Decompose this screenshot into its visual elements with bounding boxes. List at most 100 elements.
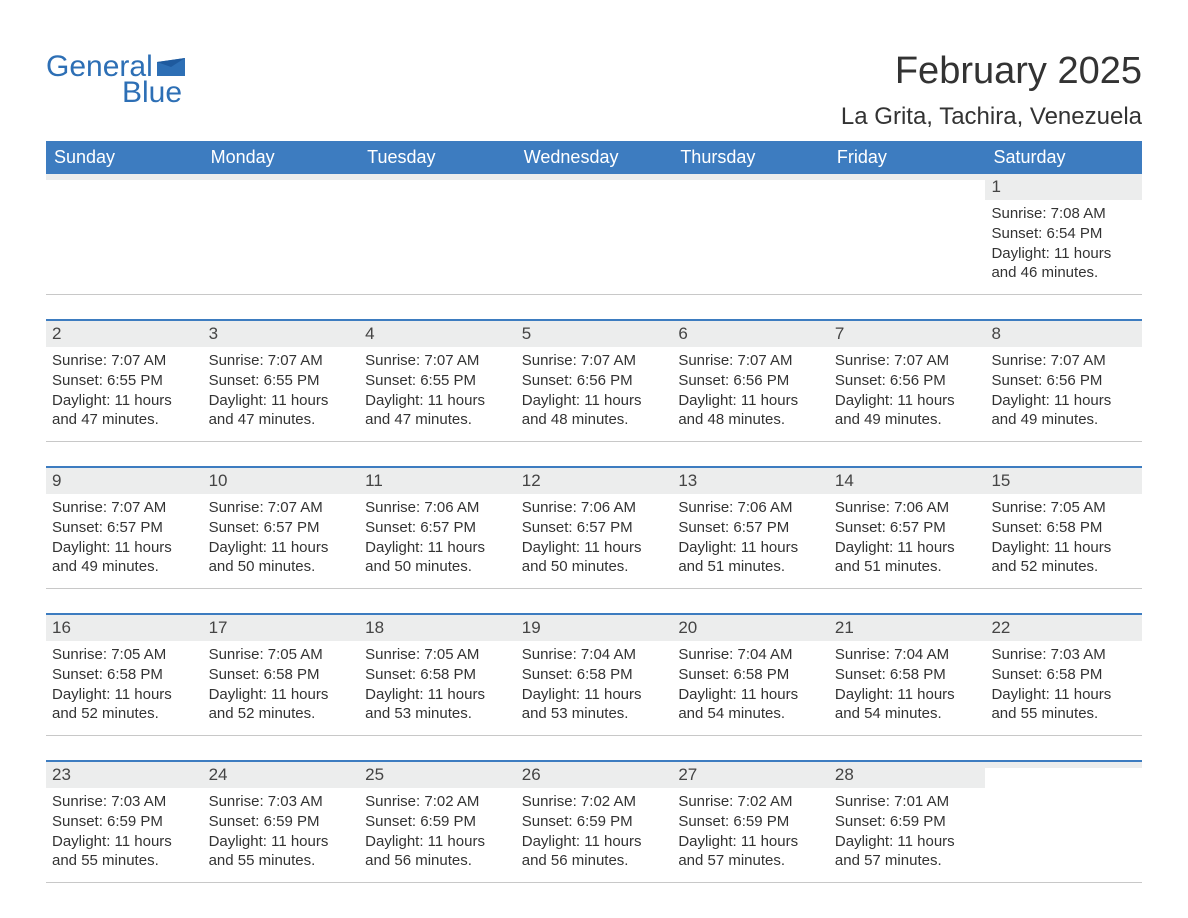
sunrise-text: Sunrise: 7:07 AM	[991, 351, 1136, 371]
day-cell	[359, 174, 516, 294]
sunrise-text: Sunrise: 7:05 AM	[52, 645, 197, 665]
daylight-text: Daylight: 11 hours and 49 minutes.	[991, 391, 1136, 431]
day-cell	[985, 762, 1142, 882]
col-tuesday: Tuesday	[359, 141, 516, 174]
day-cell: 17Sunrise: 7:05 AMSunset: 6:58 PMDayligh…	[203, 615, 360, 735]
day-body: Sunrise: 7:07 AMSunset: 6:57 PMDaylight:…	[46, 494, 203, 583]
sunset-text: Sunset: 6:59 PM	[365, 812, 510, 832]
day-cell: 8Sunrise: 7:07 AMSunset: 6:56 PMDaylight…	[985, 321, 1142, 441]
day-cell: 20Sunrise: 7:04 AMSunset: 6:58 PMDayligh…	[672, 615, 829, 735]
week-row: 23Sunrise: 7:03 AMSunset: 6:59 PMDayligh…	[46, 760, 1142, 883]
sunset-text: Sunset: 6:54 PM	[991, 224, 1136, 244]
week-row: 1Sunrise: 7:08 AMSunset: 6:54 PMDaylight…	[46, 174, 1142, 295]
page-header: General Blue February 2025 La Grita, Tac…	[46, 50, 1142, 131]
day-body: Sunrise: 7:04 AMSunset: 6:58 PMDaylight:…	[672, 641, 829, 730]
daylight-text: Daylight: 11 hours and 51 minutes.	[835, 538, 980, 578]
day-body: Sunrise: 7:07 AMSunset: 6:56 PMDaylight:…	[672, 347, 829, 436]
day-number: 20	[672, 615, 829, 641]
day-number: 12	[516, 468, 673, 494]
week-row: 9Sunrise: 7:07 AMSunset: 6:57 PMDaylight…	[46, 466, 1142, 589]
daylight-text: Daylight: 11 hours and 48 minutes.	[678, 391, 823, 431]
sunrise-text: Sunrise: 7:04 AM	[835, 645, 980, 665]
col-monday: Monday	[203, 141, 360, 174]
day-body: Sunrise: 7:07 AMSunset: 6:55 PMDaylight:…	[46, 347, 203, 436]
day-body: Sunrise: 7:07 AMSunset: 6:55 PMDaylight:…	[203, 347, 360, 436]
sunset-text: Sunset: 6:58 PM	[678, 665, 823, 685]
col-wednesday: Wednesday	[516, 141, 673, 174]
sunrise-text: Sunrise: 7:06 AM	[365, 498, 510, 518]
week-row: 2Sunrise: 7:07 AMSunset: 6:55 PMDaylight…	[46, 319, 1142, 442]
day-body: Sunrise: 7:05 AMSunset: 6:58 PMDaylight:…	[46, 641, 203, 730]
day-body: Sunrise: 7:03 AMSunset: 6:59 PMDaylight:…	[203, 788, 360, 877]
day-cell: 1Sunrise: 7:08 AMSunset: 6:54 PMDaylight…	[985, 174, 1142, 294]
day-body: Sunrise: 7:02 AMSunset: 6:59 PMDaylight:…	[672, 788, 829, 877]
day-body: Sunrise: 7:04 AMSunset: 6:58 PMDaylight:…	[516, 641, 673, 730]
day-body: Sunrise: 7:02 AMSunset: 6:59 PMDaylight:…	[516, 788, 673, 877]
sunrise-text: Sunrise: 7:05 AM	[209, 645, 354, 665]
day-cell: 18Sunrise: 7:05 AMSunset: 6:58 PMDayligh…	[359, 615, 516, 735]
day-cell: 14Sunrise: 7:06 AMSunset: 6:57 PMDayligh…	[829, 468, 986, 588]
day-cell	[672, 174, 829, 294]
day-body: Sunrise: 7:04 AMSunset: 6:58 PMDaylight:…	[829, 641, 986, 730]
sunrise-text: Sunrise: 7:06 AM	[522, 498, 667, 518]
sunset-text: Sunset: 6:55 PM	[52, 371, 197, 391]
col-saturday: Saturday	[985, 141, 1142, 174]
logo: General Blue	[46, 50, 185, 110]
col-thursday: Thursday	[672, 141, 829, 174]
day-number: 3	[203, 321, 360, 347]
day-body: Sunrise: 7:01 AMSunset: 6:59 PMDaylight:…	[829, 788, 986, 877]
day-number: 5	[516, 321, 673, 347]
day-number: 24	[203, 762, 360, 788]
logo-text-blue: Blue	[122, 76, 182, 110]
sunrise-text: Sunrise: 7:07 AM	[52, 351, 197, 371]
daylight-text: Daylight: 11 hours and 56 minutes.	[365, 832, 510, 872]
daylight-text: Daylight: 11 hours and 48 minutes.	[522, 391, 667, 431]
day-body: Sunrise: 7:05 AMSunset: 6:58 PMDaylight:…	[985, 494, 1142, 583]
sunset-text: Sunset: 6:58 PM	[52, 665, 197, 685]
sunset-text: Sunset: 6:55 PM	[365, 371, 510, 391]
daylight-text: Daylight: 11 hours and 49 minutes.	[835, 391, 980, 431]
day-body	[672, 180, 829, 190]
sunset-text: Sunset: 6:55 PM	[209, 371, 354, 391]
day-number: 22	[985, 615, 1142, 641]
day-body	[359, 180, 516, 190]
day-body: Sunrise: 7:08 AMSunset: 6:54 PMDaylight:…	[985, 200, 1142, 289]
day-cell: 11Sunrise: 7:06 AMSunset: 6:57 PMDayligh…	[359, 468, 516, 588]
day-body	[203, 180, 360, 190]
day-body: Sunrise: 7:07 AMSunset: 6:56 PMDaylight:…	[829, 347, 986, 436]
daylight-text: Daylight: 11 hours and 55 minutes.	[52, 832, 197, 872]
daylight-text: Daylight: 11 hours and 57 minutes.	[835, 832, 980, 872]
sunrise-text: Sunrise: 7:03 AM	[991, 645, 1136, 665]
daylight-text: Daylight: 11 hours and 49 minutes.	[52, 538, 197, 578]
sunrise-text: Sunrise: 7:07 AM	[209, 351, 354, 371]
day-body	[829, 180, 986, 190]
sunrise-text: Sunrise: 7:05 AM	[991, 498, 1136, 518]
sunset-text: Sunset: 6:56 PM	[678, 371, 823, 391]
daylight-text: Daylight: 11 hours and 46 minutes.	[991, 244, 1136, 284]
day-cell: 19Sunrise: 7:04 AMSunset: 6:58 PMDayligh…	[516, 615, 673, 735]
sunset-text: Sunset: 6:59 PM	[209, 812, 354, 832]
day-cell: 10Sunrise: 7:07 AMSunset: 6:57 PMDayligh…	[203, 468, 360, 588]
sunset-text: Sunset: 6:57 PM	[209, 518, 354, 538]
day-cell: 23Sunrise: 7:03 AMSunset: 6:59 PMDayligh…	[46, 762, 203, 882]
daylight-text: Daylight: 11 hours and 47 minutes.	[209, 391, 354, 431]
sunrise-text: Sunrise: 7:06 AM	[678, 498, 823, 518]
sunset-text: Sunset: 6:57 PM	[678, 518, 823, 538]
sunset-text: Sunset: 6:59 PM	[52, 812, 197, 832]
sunrise-text: Sunrise: 7:07 AM	[522, 351, 667, 371]
day-body: Sunrise: 7:06 AMSunset: 6:57 PMDaylight:…	[829, 494, 986, 583]
day-cell: 12Sunrise: 7:06 AMSunset: 6:57 PMDayligh…	[516, 468, 673, 588]
sunrise-text: Sunrise: 7:07 AM	[209, 498, 354, 518]
day-body: Sunrise: 7:05 AMSunset: 6:58 PMDaylight:…	[359, 641, 516, 730]
daylight-text: Daylight: 11 hours and 47 minutes.	[365, 391, 510, 431]
sunrise-text: Sunrise: 7:04 AM	[678, 645, 823, 665]
sunset-text: Sunset: 6:59 PM	[522, 812, 667, 832]
daylight-text: Daylight: 11 hours and 57 minutes.	[678, 832, 823, 872]
sunrise-text: Sunrise: 7:06 AM	[835, 498, 980, 518]
day-number: 7	[829, 321, 986, 347]
calendar: Sunday Monday Tuesday Wednesday Thursday…	[46, 141, 1142, 883]
day-number: 8	[985, 321, 1142, 347]
daylight-text: Daylight: 11 hours and 51 minutes.	[678, 538, 823, 578]
day-cell	[516, 174, 673, 294]
daylight-text: Daylight: 11 hours and 50 minutes.	[522, 538, 667, 578]
